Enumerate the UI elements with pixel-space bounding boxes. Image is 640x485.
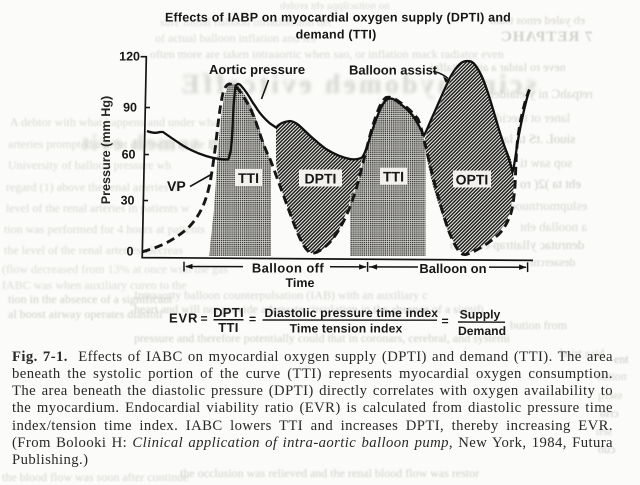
svg-text:Demand: Demand <box>458 324 506 338</box>
svg-text:Balloon on: Balloon on <box>419 261 486 276</box>
svg-text:DPTI: DPTI <box>305 171 337 187</box>
svg-text:Time tension index: Time tension index <box>290 322 403 336</box>
svg-text:30: 30 <box>121 194 135 208</box>
svg-text:demand (TTI): demand (TTI) <box>296 28 377 42</box>
svg-text:Aortic pressure: Aortic pressure <box>209 62 305 77</box>
svg-text:Balloon off: Balloon off <box>252 261 325 276</box>
svg-text:=: = <box>442 314 449 328</box>
svg-text:DPTI: DPTI <box>213 305 244 320</box>
svg-text:60: 60 <box>122 148 136 162</box>
svg-text:Time: Time <box>286 276 315 290</box>
svg-text:TTI: TTI <box>218 320 238 335</box>
svg-text:Balloon assist: Balloon assist <box>349 63 438 78</box>
svg-text:Effects of IABP on myocardial: Effects of IABP on myocardial oxygen sup… <box>165 11 511 25</box>
svg-text:90: 90 <box>123 101 137 115</box>
svg-text:Pressure (mm Hg): Pressure (mm Hg) <box>99 96 113 204</box>
svg-text:Supply: Supply <box>460 308 501 322</box>
svg-text:EVR: EVR <box>169 311 198 326</box>
svg-text:120: 120 <box>119 49 140 63</box>
svg-text:=: = <box>249 312 256 326</box>
svg-text:=: = <box>201 312 208 326</box>
svg-text:Diastolic pressure time index: Diastolic pressure time index <box>265 306 439 320</box>
svg-text:TTI: TTI <box>383 169 404 185</box>
svg-text:VP: VP <box>167 178 186 194</box>
svg-text:0: 0 <box>127 245 134 259</box>
svg-text:OPTI: OPTI <box>456 172 489 188</box>
svg-text:TTI: TTI <box>238 170 259 186</box>
